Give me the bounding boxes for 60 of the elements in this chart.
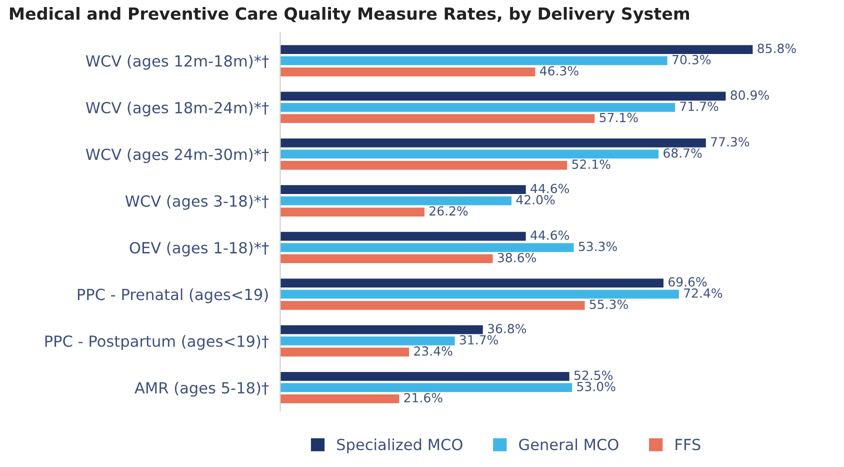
data-label: 21.6% xyxy=(404,392,442,402)
data-label: 71.7% xyxy=(680,102,718,112)
bar xyxy=(280,67,536,76)
bar xyxy=(280,208,424,216)
data-label: 53.0% xyxy=(577,382,616,392)
data-label: 26.2% xyxy=(430,206,468,216)
bar xyxy=(280,138,706,148)
legend-label: Specialized MCO xyxy=(337,438,462,454)
y-tick-label: PPC - Prenatal (ages<19) xyxy=(78,288,268,304)
data-label: 46.3% xyxy=(540,66,578,76)
data-label: 44.6% xyxy=(530,184,570,194)
y-tick-label: WCV (ages 3-18)*† xyxy=(125,195,269,210)
data-label: 44.6% xyxy=(530,230,570,240)
data-label: 42.0% xyxy=(516,194,555,204)
data-label: 36.8% xyxy=(488,324,526,334)
bar xyxy=(280,372,570,381)
chart-title: Medical and Preventive Care Quality Measure Rates, by Delivery System xyxy=(10,7,689,24)
data-label: 52.1% xyxy=(572,159,610,169)
bar xyxy=(280,348,410,357)
y-tick-label: OEV (ages 1-18)*† xyxy=(130,242,269,256)
bar xyxy=(280,196,512,206)
legend-label: General MCO xyxy=(519,438,618,450)
bar xyxy=(280,56,668,66)
bar xyxy=(280,243,574,252)
data-label: 80.9% xyxy=(730,90,769,100)
data-label: 38.6% xyxy=(498,252,536,262)
bar xyxy=(280,150,659,159)
bar xyxy=(280,394,400,404)
data-label: 68.7% xyxy=(664,148,702,158)
bar xyxy=(280,383,572,392)
data-label: 72.4% xyxy=(684,288,722,298)
data-label: 57.1% xyxy=(600,112,638,122)
data-label: 77.3% xyxy=(711,137,750,147)
legend-label: FFS xyxy=(676,438,700,450)
bar xyxy=(280,232,526,241)
bar xyxy=(280,185,526,194)
bar xyxy=(280,45,753,54)
data-label: 53.3% xyxy=(578,242,617,252)
data-label: 23.4% xyxy=(414,346,452,356)
bar xyxy=(280,114,595,124)
data-label: 31.7% xyxy=(460,335,498,345)
bar xyxy=(280,160,568,170)
y-tick-label: WCV (ages 18m-24m)*† xyxy=(86,102,269,116)
bar xyxy=(280,336,455,346)
data-label: 52.5% xyxy=(574,370,613,380)
bar xyxy=(280,325,483,334)
y-tick-label: PPC - Postpartum (ages<19)† xyxy=(45,335,269,350)
data-label: 85.8% xyxy=(758,44,796,54)
bar xyxy=(280,92,726,101)
bar xyxy=(280,102,676,112)
bar xyxy=(280,300,585,310)
data-label: 70.3% xyxy=(672,54,711,64)
y-tick-label: WCV (ages 24m-30m)*† xyxy=(86,148,269,164)
data-label: 69.6% xyxy=(668,277,707,287)
y-tick-label: WCV (ages 12m-18m)*† xyxy=(86,54,269,70)
bar xyxy=(280,290,679,299)
data-label: 55.3% xyxy=(590,300,628,310)
bar xyxy=(280,254,493,264)
y-tick-label: AMR (ages 5-18)† xyxy=(134,382,269,397)
bar xyxy=(280,278,664,288)
